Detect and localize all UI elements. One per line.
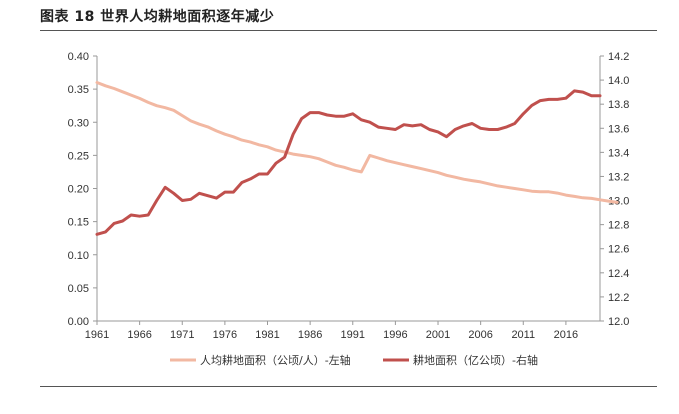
right-tick-label: 12.2 (608, 292, 629, 304)
x-tick-label: 2001 (426, 329, 450, 341)
right-tick-label: 12.6 (608, 244, 629, 256)
x-tick-label: 1966 (127, 329, 151, 341)
right-tick-label: 12.0 (608, 316, 629, 328)
legend-label: 人均耕地面积（公顷/人）-左轴 (200, 353, 351, 367)
chart-title: 图表 18 世界人均耕地面积逐年减少 (40, 9, 275, 25)
top-divider (40, 30, 657, 31)
x-tick-label: 1976 (213, 329, 237, 341)
x-tick-label: 1991 (341, 329, 365, 341)
right-tick-label: 13.0 (608, 196, 629, 208)
left-tick-label: 0.25 (68, 150, 89, 162)
left-tick-label: 0.00 (68, 316, 89, 328)
x-tick-label: 2006 (468, 329, 492, 341)
right-tick-label: 13.4 (608, 147, 629, 159)
left-tick-label: 0.10 (68, 250, 89, 262)
bottom-divider (40, 386, 657, 387)
legend-label: 耕地面积（亿公顷）-右轴 (413, 353, 538, 367)
x-tick-label: 2011 (511, 329, 535, 341)
x-tick-label: 1986 (298, 329, 322, 341)
series-line-total-area (95, 89, 602, 236)
left-tick-label: 0.15 (68, 217, 89, 229)
left-tick-label: 0.35 (68, 84, 89, 96)
right-tick-label: 14.2 (608, 51, 629, 63)
series-group (95, 81, 619, 236)
left-tick-label: 0.40 (68, 51, 89, 63)
x-tick-label: 1981 (255, 329, 279, 341)
right-tick-label: 13.2 (608, 171, 629, 183)
x-tick-label: 1971 (170, 329, 194, 341)
x-tick-label: 1961 (85, 329, 109, 341)
right-tick-label: 12.8 (608, 220, 629, 232)
x-tick-label: 1996 (383, 329, 407, 341)
left-tick-label: 0.30 (68, 117, 89, 129)
axes-group: 0.00 0.05 0.10 0.15 0.20 0.25 0.30 0.35 0.40 12.0… (68, 51, 630, 341)
legend: 人均耕地面积（公顷/人）-左轴 耕地面积（亿公顷）-右轴 (170, 353, 538, 367)
right-tick-label: 13.8 (608, 99, 629, 111)
right-tick-label: 12.4 (608, 268, 629, 280)
right-tick-label: 13.6 (608, 123, 629, 135)
right-tick-label: 14.0 (608, 75, 629, 87)
left-tick-label: 0.05 (68, 283, 89, 295)
series-line-per-capita (95, 81, 619, 204)
x-tick-label: 2016 (554, 329, 578, 341)
left-tick-label: 0.20 (68, 184, 89, 196)
